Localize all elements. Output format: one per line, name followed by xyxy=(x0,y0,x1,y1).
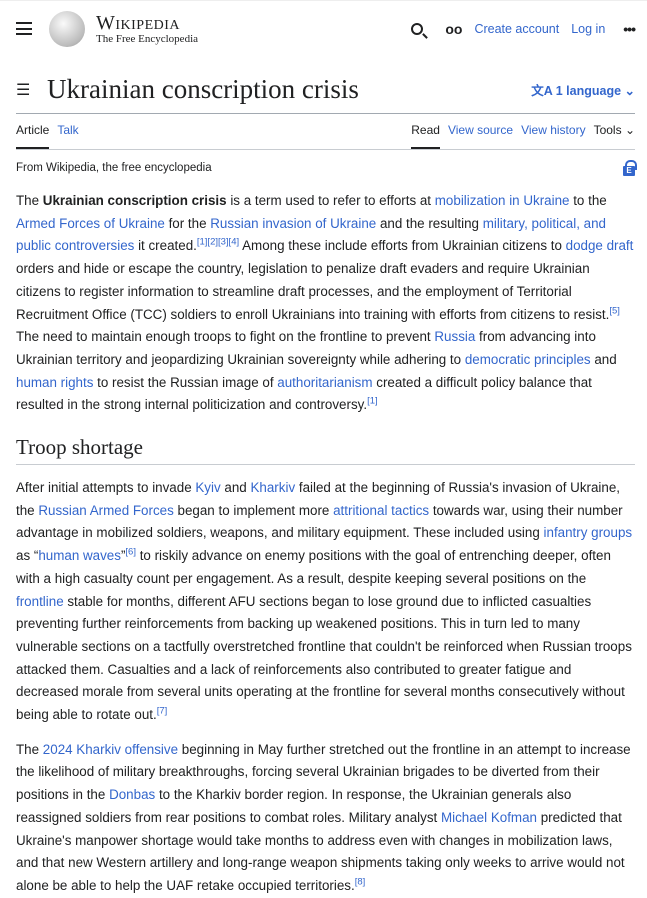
create-account-link[interactable]: Create account xyxy=(474,21,560,36)
text: for the xyxy=(164,215,211,231)
tools-menu[interactable]: Tools ⌄ xyxy=(594,123,635,149)
tab-view-source[interactable]: View source xyxy=(447,123,514,137)
article-link[interactable]: Kyiv xyxy=(195,480,221,496)
wikipedia-logo[interactable] xyxy=(49,10,85,47)
article-link[interactable]: infantry groups xyxy=(543,525,633,541)
text: beginning in May further stretched out t… xyxy=(16,741,631,803)
article-link[interactable]: frontline xyxy=(16,593,64,609)
article-link[interactable]: attritional tactics xyxy=(333,502,430,518)
article-link[interactable]: Russian Armed Forces xyxy=(38,502,174,518)
text: to riskily advance on enemy positions wi… xyxy=(16,548,611,586)
citation-link[interactable]: [8] xyxy=(354,876,366,888)
text: Among these include efforts from Ukraini… xyxy=(239,238,566,254)
tagline: The Free Encyclopedia xyxy=(96,32,199,45)
more-options-icon[interactable]: ••• xyxy=(623,20,636,37)
citation-link[interactable]: [1][2][3][4] xyxy=(196,236,240,248)
article-link[interactable]: 2024 Kharkiv offensive xyxy=(42,741,179,757)
title-bar: ☰ Ukrainian conscription crisis 文A 1 lan… xyxy=(16,74,635,114)
namespace-tabs: Article Talk xyxy=(16,123,79,149)
site-subtitle: From Wikipedia, the free encyclopedia xyxy=(16,162,212,174)
section-heading: Troop shortage xyxy=(16,435,635,466)
view-tabs: Read View source View history Tools ⌄ xyxy=(411,123,635,149)
search-icon[interactable] xyxy=(411,22,424,35)
subtitle-row: From Wikipedia, the free encyclopedia xyxy=(16,160,637,176)
text: and the resulting xyxy=(376,215,483,231)
intro-paragraph: The Ukrainian conscription crisis is a t… xyxy=(16,190,636,417)
site-header: Wikipedia The Free Encyclopedia oo Creat… xyxy=(0,0,647,56)
text: The xyxy=(16,741,43,757)
text: it created. xyxy=(134,238,197,254)
article-link[interactable]: Armed Forces of Ukraine xyxy=(16,215,165,231)
article-link[interactable]: authoritarianism xyxy=(277,374,373,390)
header-actions: oo Create account Log in ••• xyxy=(411,20,636,37)
tab-read[interactable]: Read xyxy=(411,123,440,149)
text: and xyxy=(590,351,617,367)
citation-link[interactable]: [1] xyxy=(367,395,378,407)
text: as “ xyxy=(16,548,39,564)
wikipedia-brand[interactable]: Wikipedia The Free Encyclopedia xyxy=(96,13,198,45)
wikipedia-wordmark[interactable]: Wikipedia xyxy=(96,11,181,34)
text: and xyxy=(220,480,251,496)
text: began to implement more xyxy=(173,502,334,518)
text: to the xyxy=(569,193,607,208)
text: failed at the beginning of Russia's inva… xyxy=(16,480,621,518)
text: orders and hide or escape the country, l… xyxy=(16,261,610,322)
article-link[interactable]: military, political, and public controve… xyxy=(16,215,606,254)
article-link[interactable]: human waves xyxy=(38,548,121,564)
tab-talk[interactable]: Talk xyxy=(57,123,79,137)
text: The need to maintain enough troops to fi… xyxy=(16,329,435,345)
article-link[interactable]: human rights xyxy=(16,374,94,390)
text: ” xyxy=(120,548,126,564)
article-link[interactable]: democratic principles xyxy=(464,351,591,367)
page-tabs: Article Talk Read View source View histo… xyxy=(16,123,635,150)
tab-view-history[interactable]: View history xyxy=(521,123,586,137)
text: to resist the Russian image of xyxy=(93,374,278,390)
text: towards war, using their number advantag… xyxy=(16,502,623,541)
article-link[interactable]: Russian invasion of Ukraine xyxy=(210,215,377,231)
reading-preferences-icon[interactable]: oo xyxy=(445,20,463,37)
citation-link[interactable]: [5] xyxy=(609,305,620,317)
chevron-down-icon: ⌄ xyxy=(624,84,635,98)
article-link[interactable]: Michael Kofman xyxy=(440,809,537,825)
page-title: Ukrainian conscription crisis xyxy=(47,74,359,104)
main-menu-icon[interactable] xyxy=(16,22,32,35)
log-in-link[interactable]: Log in xyxy=(571,21,606,36)
text: is a term used to refer to efforts at xyxy=(226,193,435,208)
article-link[interactable]: Kharkiv xyxy=(250,480,296,496)
text: created a difficult policy balance that … xyxy=(16,374,592,413)
paragraph: The 2024 Kharkiv offensive beginning in … xyxy=(16,739,636,898)
text: stable for months, different AFU section… xyxy=(16,593,632,723)
text: The xyxy=(16,193,43,208)
article-link[interactable]: dodge draft xyxy=(565,238,634,254)
citation-link[interactable]: [6] xyxy=(125,546,136,558)
article-link[interactable]: Russia xyxy=(434,329,476,345)
tab-article[interactable]: Article xyxy=(16,123,50,149)
protected-page-lock-icon[interactable] xyxy=(623,160,637,176)
tools-label: Tools xyxy=(593,123,622,137)
article-link[interactable]: mobilization in Ukraine xyxy=(434,193,570,208)
text: from advancing into Ukrainian territory … xyxy=(16,329,596,367)
language-button[interactable]: 文A 1 language ⌄ xyxy=(531,80,635,99)
language-label: 1 language xyxy=(555,84,622,98)
table-of-contents-icon[interactable]: ☰ xyxy=(16,81,31,99)
article-link[interactable]: Donbas xyxy=(109,787,156,803)
citation-link[interactable]: [7] xyxy=(156,705,168,717)
translate-icon: 文A xyxy=(531,84,556,98)
bold-term: Ukrainian conscription crisis xyxy=(42,193,227,208)
chevron-down-icon: ⌄ xyxy=(624,123,635,137)
text: After initial attempts to invade xyxy=(16,480,196,496)
paragraph: After initial attempts to invade Kyiv an… xyxy=(16,477,636,727)
